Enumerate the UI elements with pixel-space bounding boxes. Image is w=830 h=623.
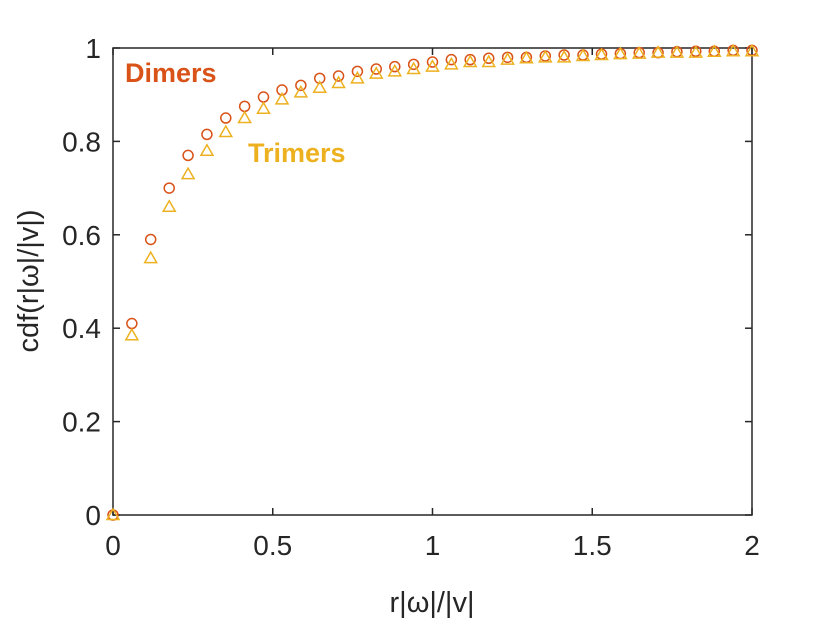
x-tick-label: 0.5 bbox=[253, 530, 292, 561]
data-point-trimers bbox=[725, 43, 741, 57]
data-point-trimers bbox=[387, 63, 403, 77]
data-point-trimers bbox=[556, 49, 572, 63]
x-tick-label: 1 bbox=[425, 530, 441, 561]
data-point-trimers bbox=[688, 45, 704, 58]
data-point-dimers bbox=[407, 58, 420, 71]
data-point-trimers bbox=[650, 45, 666, 58]
series-trimers bbox=[105, 43, 760, 521]
data-point-trimers bbox=[368, 66, 384, 79]
y-tick-label: 1 bbox=[85, 33, 101, 64]
data-point-dimers bbox=[295, 79, 307, 92]
y-tick-label: 0.8 bbox=[62, 126, 101, 157]
data-point-dimers bbox=[482, 52, 495, 65]
data-point-trimers bbox=[594, 47, 609, 61]
y-tick-label: 0.4 bbox=[62, 313, 101, 344]
data-point-trimers bbox=[274, 91, 290, 105]
data-point-trimers bbox=[444, 56, 459, 70]
plot-area bbox=[112, 47, 753, 516]
x-axis-ticks: 0 0.5 1 1.5 2 bbox=[105, 48, 760, 561]
data-point-trimers bbox=[180, 166, 196, 180]
data-point-trimers bbox=[199, 143, 215, 156]
y-tick-label: 0.6 bbox=[62, 220, 101, 251]
data-point-dimers bbox=[163, 182, 175, 194]
data-point-dimers bbox=[220, 112, 232, 124]
data-point-trimers bbox=[256, 101, 271, 114]
annotation-trimers: Trimers bbox=[248, 138, 346, 168]
data-point-dimers bbox=[144, 233, 157, 246]
data-point-dimers bbox=[426, 56, 439, 68]
data-point-trimers bbox=[613, 46, 628, 60]
y-axis-label: cdf(r|ω|/|v|) bbox=[13, 210, 45, 353]
data-point-trimers bbox=[707, 44, 722, 57]
x-tick-label: 0 bbox=[105, 530, 121, 561]
data-point-trimers bbox=[331, 75, 346, 89]
data-point-dimers bbox=[351, 65, 364, 78]
data-point-trimers bbox=[218, 124, 234, 138]
y-tick-label: 0 bbox=[85, 500, 101, 531]
data-point-dimers bbox=[201, 128, 213, 141]
data-point-trimers bbox=[519, 50, 534, 64]
data-point-trimers bbox=[669, 45, 685, 58]
data-point-trimers bbox=[143, 250, 158, 264]
data-point-trimers bbox=[406, 61, 421, 75]
data-point-dimers bbox=[313, 72, 326, 85]
data-point-trimers bbox=[105, 507, 121, 521]
series-layer bbox=[105, 43, 760, 521]
data-point-trimers bbox=[744, 43, 760, 57]
data-point-trimers bbox=[481, 54, 497, 68]
data-point-dimers bbox=[445, 53, 458, 66]
y-tick-label: 0.2 bbox=[62, 407, 101, 438]
data-point-trimers bbox=[575, 48, 591, 62]
data-point-trimers bbox=[500, 52, 515, 65]
data-point-trimers bbox=[537, 49, 553, 63]
data-point-dimers bbox=[276, 84, 288, 96]
data-point-trimers bbox=[631, 46, 647, 59]
data-point-trimers bbox=[425, 59, 440, 72]
annotation-dimers: Dimers bbox=[125, 58, 217, 88]
x-tick-label: 2 bbox=[744, 530, 760, 561]
data-point-trimers bbox=[350, 70, 365, 84]
data-point-trimers bbox=[124, 327, 140, 341]
data-point-trimers bbox=[237, 110, 252, 124]
data-point-dimers bbox=[389, 60, 401, 73]
data-point-trimers bbox=[312, 80, 328, 93]
x-axis-label: r|ω|/|v| bbox=[390, 587, 475, 619]
data-point-trimers bbox=[161, 199, 177, 213]
x-tick-label: 1.5 bbox=[573, 530, 612, 561]
data-point-trimers bbox=[293, 84, 309, 98]
plot-frame bbox=[112, 47, 753, 516]
data-point-dimers bbox=[332, 70, 345, 82]
y-axis-ticks: 0 0.2 0.4 0.6 0.8 1 bbox=[62, 33, 752, 531]
data-point-dimers bbox=[370, 63, 383, 75]
data-point-dimers bbox=[182, 149, 194, 162]
data-point-trimers bbox=[462, 54, 478, 68]
